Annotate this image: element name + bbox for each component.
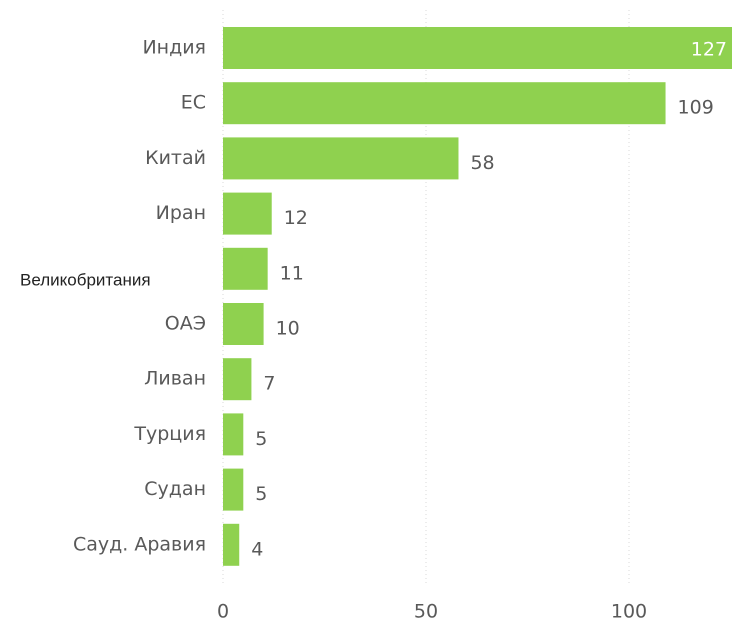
data-label: 10 [276,318,300,340]
bar [223,303,264,345]
y-tick-label: ОАЭ [165,313,206,335]
y-tick-label: Индия [142,37,206,59]
data-label: 5 [255,483,267,505]
bar [223,468,244,511]
data-label: 7 [263,373,275,395]
data-label: 127 [691,39,727,61]
data-label: 4 [251,538,263,560]
bar [223,137,459,180]
data-label: 12 [284,207,308,229]
data-label: 5 [255,428,267,450]
data-label: 11 [280,262,304,284]
bar [223,82,666,125]
x-tick-label: 100 [611,601,647,623]
y-tick-label: ЕС [181,92,206,114]
y-tick-label: Турция [133,423,206,445]
bar [223,192,272,235]
y-tick-label: Китай [145,147,206,169]
y-tick-label: Судан [144,478,206,500]
y-tick-label: Великобритания [20,270,151,289]
x-tick-label: 50 [414,601,438,623]
y-tick-label: Сауд. Аравия [73,533,206,555]
bar [223,523,240,566]
y-tick-label: Иран [156,202,206,224]
x-tick-label: 0 [217,601,229,623]
data-label: 109 [678,97,714,119]
bar [223,413,244,456]
bar [223,247,268,290]
bar [223,358,252,401]
data-label: 58 [470,152,494,174]
bar [223,27,732,69]
y-tick-label: Ливан [144,368,206,390]
